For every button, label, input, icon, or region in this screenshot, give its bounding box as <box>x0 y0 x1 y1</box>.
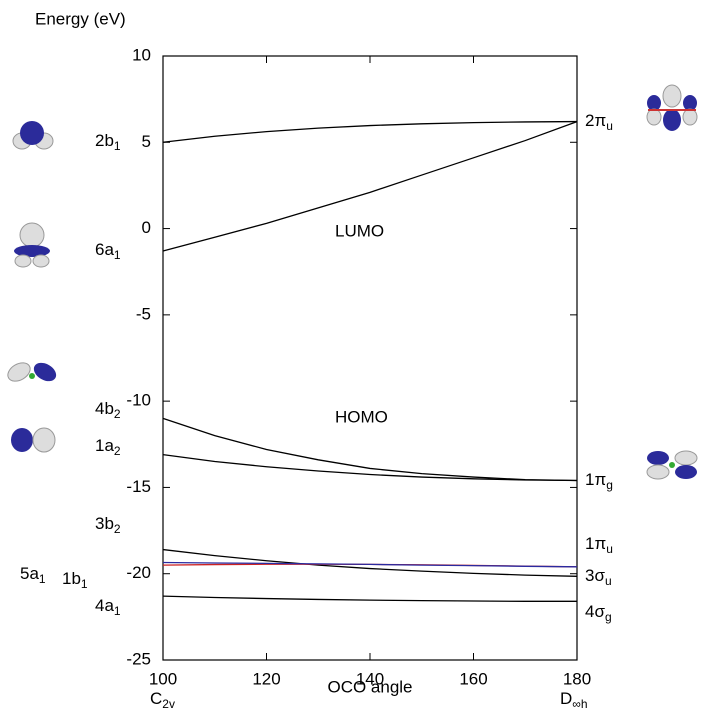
orbital-label: 3σu <box>585 566 612 588</box>
orbital-label: 4a1 <box>95 596 121 618</box>
label-main: 1π <box>585 470 606 489</box>
label-sub: u <box>605 574 612 588</box>
orbital-icons <box>7 84 698 480</box>
label-sub: 1 <box>39 572 46 586</box>
label-sub: 2 <box>114 444 121 458</box>
label-sub: g <box>605 610 612 624</box>
label-main: 6a <box>95 240 114 259</box>
orbital-curve <box>162 120 578 143</box>
orbital-label: 1πu <box>585 534 613 556</box>
label-main: 4σ <box>585 602 605 621</box>
orbital-label: 1a2 <box>95 436 121 458</box>
orbital-curve <box>162 561 578 568</box>
label-main: D <box>560 689 572 708</box>
x-tick-label: 120 <box>252 669 280 688</box>
y-tick-label: -15 <box>126 477 151 496</box>
annotation: LUMO <box>335 221 384 240</box>
label-main: 1π <box>585 534 606 553</box>
label-sub: 1 <box>81 577 88 591</box>
y-tick-label: 10 <box>132 45 151 64</box>
label-main: C <box>150 689 162 708</box>
label-sub: 2 <box>114 522 121 536</box>
point-group-label: C2v <box>150 689 175 711</box>
x-tick-label: 100 <box>149 669 177 688</box>
label-main: 3σ <box>585 566 605 585</box>
orbital-label: 1b1 <box>62 569 88 591</box>
label-main: 2b <box>95 131 114 150</box>
label-sub: 2v <box>162 697 175 711</box>
orbital-label: 1πg <box>585 470 613 492</box>
label-sub: 1 <box>114 248 121 262</box>
annotation: HOMO <box>335 407 388 426</box>
y-tick-label: 5 <box>142 132 151 151</box>
orbital-curve <box>162 417 578 482</box>
orbital-label: 2πu <box>585 111 613 133</box>
label-main: 4b <box>95 399 114 418</box>
orbital-curve <box>162 120 578 252</box>
y-tick-label: -25 <box>126 649 151 668</box>
orbital-label: 6a1 <box>95 240 121 262</box>
point-group-label: D∞h <box>560 689 588 711</box>
y-tick-label: -10 <box>126 391 151 410</box>
orbital-curve <box>162 595 577 602</box>
label-main: 1a <box>95 436 114 455</box>
orbital-label: 2b1 <box>95 131 121 153</box>
label-sub: 1 <box>114 139 121 153</box>
orbital-curve <box>162 453 578 482</box>
label-main: 4a <box>95 596 114 615</box>
label-main: 2π <box>585 111 606 130</box>
x-tick-label: 140 <box>356 669 384 688</box>
y-tick-label: 0 <box>142 218 151 237</box>
orbital-label: 3b2 <box>95 514 121 536</box>
label-main: 3b <box>95 514 114 533</box>
x-tick-label: 180 <box>563 669 591 688</box>
y-axis-title: Energy (eV) <box>35 9 126 28</box>
plot-frame <box>162 55 578 661</box>
y-tick-label: -5 <box>136 304 151 323</box>
label-sub: u <box>606 119 613 133</box>
orbital-curve <box>162 548 578 577</box>
label-sub: ∞h <box>572 697 587 711</box>
orbital-label: 4b2 <box>95 399 121 421</box>
orbital-label: 4σg <box>585 602 612 624</box>
y-tick-label: -20 <box>126 563 151 582</box>
x-axis-title: OCO angle <box>327 677 412 696</box>
label-sub: g <box>606 478 613 492</box>
label-sub: 2 <box>114 407 121 421</box>
orbital-label: 5a1 <box>20 564 46 586</box>
label-sub: 1 <box>114 604 121 618</box>
label-main: 5a <box>20 564 39 583</box>
label-sub: u <box>606 542 613 556</box>
label-main: 1b <box>62 569 81 588</box>
x-tick-label: 160 <box>459 669 487 688</box>
